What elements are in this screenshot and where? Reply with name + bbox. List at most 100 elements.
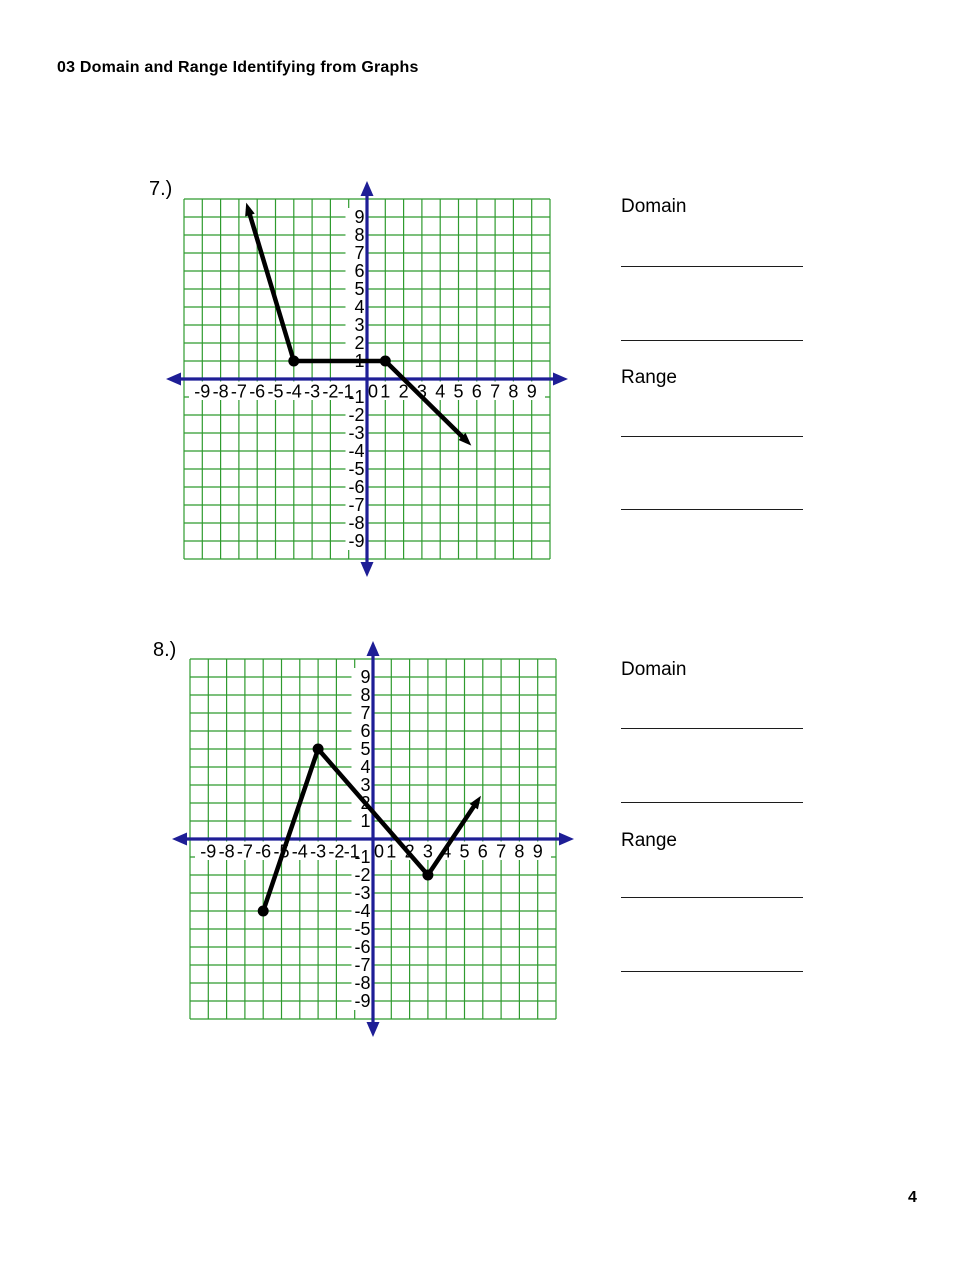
y-tick-label: -4 — [354, 901, 370, 921]
x-tick-label: -1 — [344, 842, 360, 862]
plot-end-arrow — [469, 795, 481, 810]
y-tick-label: 7 — [360, 703, 370, 723]
x-tick-label: 1 — [380, 382, 390, 402]
y-tick-label: -6 — [348, 477, 364, 497]
y-tick-label: 3 — [354, 315, 364, 335]
problem-8-domain-blank-1 — [621, 728, 803, 729]
problem-7-range-blank-2 — [621, 509, 803, 510]
y-tick-label: -4 — [348, 441, 364, 461]
problem-7-label: 7.) — [149, 178, 173, 200]
plot-point-dot — [257, 905, 269, 917]
y-axis-bottom-arrow — [360, 562, 374, 577]
plot-start-arrow — [245, 202, 255, 217]
x-axis-left-arrow — [166, 372, 181, 386]
page-number: 4 — [908, 1189, 917, 1206]
axes — [166, 181, 568, 577]
x-tick-label: -8 — [219, 842, 235, 862]
problem-8-range-label: Range — [621, 830, 677, 851]
y-tick-label: 4 — [360, 757, 370, 777]
x-tick-label: 5 — [459, 842, 469, 862]
y-tick-label: 2 — [354, 333, 364, 353]
problem-8-label: 8.) — [153, 639, 177, 661]
x-tick-label: -6 — [255, 842, 271, 862]
y-tick-label: 8 — [354, 225, 364, 245]
x-tick-label: 0 — [374, 842, 384, 862]
plot-point-dot — [422, 869, 434, 881]
y-tick-label: 6 — [360, 721, 370, 741]
x-tick-label: 6 — [478, 842, 488, 862]
x-axis-right-arrow — [553, 372, 568, 386]
x-tick-label: 1 — [386, 842, 396, 862]
y-tick-label: -1 — [348, 387, 364, 407]
axes — [172, 641, 574, 1037]
x-tick-label: -4 — [292, 842, 308, 862]
plot-end-arrow — [458, 432, 472, 446]
y-tick-label: 5 — [360, 739, 370, 759]
y-tick-label: 8 — [360, 685, 370, 705]
y-axis-bottom-arrow — [366, 1022, 380, 1037]
y-tick-label: -2 — [348, 405, 364, 425]
x-tick-label: 3 — [417, 382, 427, 402]
y-tick-label: -7 — [348, 495, 364, 515]
problem-8-graph: -9 -8 -7 -6 -5 -4 -3 -2 -1 0 1 2 3 4 5 6 7 8 9987654321-1-… — [172, 641, 574, 1037]
y-tick-label: -8 — [354, 973, 370, 993]
x-tick-label: 0 — [368, 382, 378, 402]
x-tick-label: 9 — [527, 382, 537, 402]
x-tick-label: -1 — [338, 382, 354, 402]
y-tick-label: 9 — [354, 207, 364, 227]
y-tick-label: 7 — [354, 243, 364, 263]
y-tick-label: -3 — [354, 883, 370, 903]
y-axis-top-arrow — [366, 641, 380, 656]
problem-7-domain-blank-1 — [621, 266, 803, 267]
problem-8-domain-label: Domain — [621, 659, 687, 680]
x-tick-label: 6 — [472, 382, 482, 402]
y-tick-label: -8 — [348, 513, 364, 533]
y-tick-label: -1 — [354, 847, 370, 867]
x-tick-label: 5 — [453, 382, 463, 402]
y-tick-label: -3 — [348, 423, 364, 443]
y-tick-label: -6 — [354, 937, 370, 957]
plot-point-dot — [379, 355, 391, 367]
x-tick-label: 8 — [508, 382, 518, 402]
plot-line — [245, 207, 469, 443]
problem-7-range-blank-1 — [621, 436, 803, 437]
x-tick-label: 7 — [490, 382, 500, 402]
y-tick-label: -2 — [354, 865, 370, 885]
problem-7-domain-blank-2 — [621, 340, 803, 341]
y-tick-label: -7 — [354, 955, 370, 975]
problem-7-domain-label: Domain — [621, 196, 687, 217]
problem-7-graph: -9 -8 -7 -6 -5 -4 -3 -2 -1 0 1 2 3 4 5 6 7 8 9987654321-1-… — [166, 181, 568, 577]
problem-8-range-blank-2 — [621, 971, 803, 972]
plot-series — [245, 202, 472, 446]
plot-point-dot — [288, 355, 300, 367]
y-tick-label: 9 — [360, 667, 370, 687]
y-tick-label: 5 — [354, 279, 364, 299]
y-tick-label: 1 — [360, 811, 370, 831]
y-tick-label: -9 — [348, 531, 364, 551]
y-tick-label: 6 — [354, 261, 364, 281]
x-tick-label: -9 — [200, 842, 216, 862]
x-tick-label: 3 — [423, 842, 433, 862]
x-tick-label: -2 — [322, 382, 338, 402]
page-title: 03 Domain and Range Identifying from Gra… — [57, 59, 419, 76]
plot-point-dot — [312, 743, 324, 755]
y-tick-label: -5 — [348, 459, 364, 479]
x-tick-label: 9 — [533, 842, 543, 862]
x-axis-right-arrow — [559, 832, 574, 846]
problem-8-domain-blank-2 — [621, 802, 803, 803]
x-tick-label: -9 — [194, 382, 210, 402]
x-tick-label: 8 — [514, 842, 524, 862]
x-tick-label: -5 — [267, 382, 283, 402]
x-tick-label: -3 — [310, 842, 326, 862]
x-tick-label: 7 — [496, 842, 506, 862]
x-tick-label: 4 — [435, 382, 445, 402]
x-tick-label: -7 — [231, 382, 247, 402]
problem-7-range-label: Range — [621, 367, 677, 388]
x-tick-label: -8 — [213, 382, 229, 402]
x-tick-label: -6 — [249, 382, 265, 402]
y-tick-label: -9 — [354, 991, 370, 1011]
x-tick-label: -4 — [286, 382, 302, 402]
y-tick-label: 4 — [354, 297, 364, 317]
x-tick-label: -7 — [237, 842, 253, 862]
